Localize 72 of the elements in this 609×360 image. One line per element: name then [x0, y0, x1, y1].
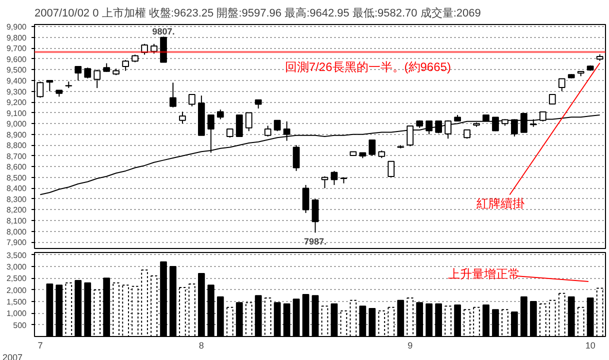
candlestick [435, 120, 442, 134]
y-tick-label: 9,100 [6, 108, 28, 118]
y-tick-label: 9,500 [6, 66, 28, 75]
y-tick-label: 1,000 [6, 309, 28, 318]
y-tick-label: 9,200 [6, 98, 28, 108]
candlestick [330, 170, 338, 186]
candlestick [274, 120, 281, 132]
candlestick [170, 82, 176, 108]
candlestick [236, 114, 243, 137]
y-tick-label: 8,400 [6, 184, 28, 194]
candlestick [444, 120, 452, 140]
y-tick-label: 9,000 [6, 120, 28, 129]
line-series [40, 114, 600, 196]
y-tick-label: 9,400 [6, 76, 28, 86]
x-tick-label: 10 [585, 340, 596, 350]
y-tick-label: 8,800 [6, 141, 28, 150]
candlestick [141, 43, 148, 56]
annotation: 紅牌續掛 [476, 196, 525, 210]
y-tick-label: 8,600 [6, 162, 28, 172]
y-tick-label: 2,500 [6, 274, 28, 284]
candlestick [388, 160, 395, 177]
chart-title: 2007/10/02 0 上市加權 收盤:9623.25 開盤:9597.96 最高:9642.95 最低:9582.70 成交量:2069 [34, 6, 481, 20]
y-tick-label: 8,000 [6, 227, 28, 236]
y-tick-label: 9,600 [6, 54, 28, 64]
y-tick-label: 9,800 [6, 33, 28, 42]
y-tick-label: 8,200 [6, 206, 28, 215]
annotation: 9807. [152, 26, 175, 37]
candlestick [74, 66, 82, 81]
y-tick-label: 3,000 [6, 262, 28, 272]
candlestick [283, 120, 290, 142]
candlestick [464, 129, 470, 140]
candlestick [492, 116, 499, 132]
candlestick [511, 118, 518, 137]
candlestick [245, 112, 252, 132]
candlestick [321, 176, 328, 189]
candlestick [406, 125, 414, 147]
y-tick-label: 1,500 [6, 298, 28, 306]
candlestick [548, 94, 556, 104]
y-tick-label: 2,000 [6, 286, 28, 295]
candlestick [36, 81, 44, 98]
candlestick [84, 67, 92, 79]
candlestick [558, 78, 566, 92]
x-tick-label: 9 [408, 340, 413, 350]
y-tick-label: 8,100 [6, 216, 28, 226]
candlestick [264, 125, 272, 137]
candlestick [122, 60, 129, 72]
candlestick [368, 139, 376, 156]
y-tick-label: 8,700 [6, 152, 28, 161]
candlestick [292, 144, 300, 172]
candlestick [188, 94, 196, 107]
ref-line-label: 回測7/26長黑的一半。(約9665) [284, 60, 451, 74]
y-tick-label: 7,900 [6, 238, 28, 248]
x-tick-label: 8 [198, 340, 204, 350]
y-tick-label: 8,900 [6, 130, 28, 140]
candlestick [216, 109, 224, 120]
candlestick [46, 80, 54, 92]
y-tick-label: 8,300 [6, 194, 28, 204]
y-tick-label: 8,500 [6, 173, 28, 182]
annotation: 上升量增正常 [448, 267, 520, 282]
candlestick [179, 111, 186, 124]
y-tick-label: 9,700 [6, 44, 28, 54]
y-tick-label: 9,300 [6, 87, 28, 96]
y-tick-label: 9,900 [6, 22, 28, 32]
candlestick [426, 120, 433, 135]
candlestick [94, 69, 101, 89]
y-tick-label: 500 [13, 320, 28, 330]
y-tick-label: 3,500 [6, 250, 28, 260]
annotation: 7987. [304, 236, 327, 247]
x-tick-label: 7 [38, 340, 43, 350]
candlestick [312, 198, 319, 234]
candlestick [302, 184, 310, 214]
candlestick [150, 43, 158, 54]
